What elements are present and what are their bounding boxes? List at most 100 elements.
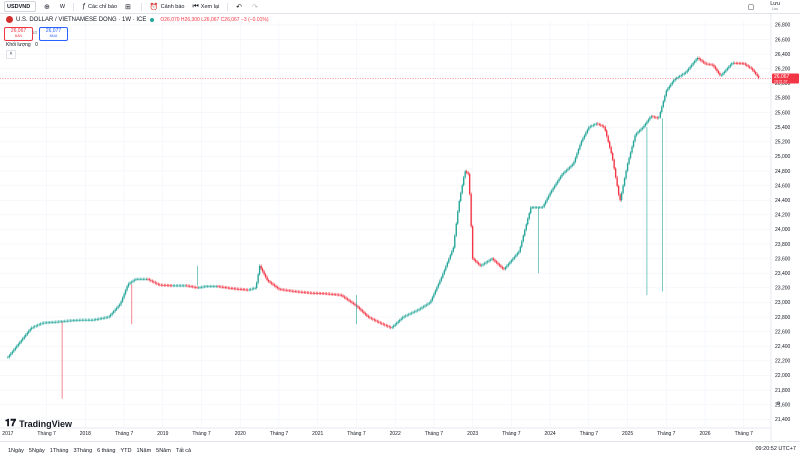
candle-body [360,308,362,311]
undo-button[interactable]: ↶ [236,3,244,11]
indicators-button[interactable]: ƒ Các chỉ báo [82,3,117,10]
candle-body [296,291,298,293]
candle-body [203,286,206,288]
candle-body [191,286,194,288]
replay-button[interactable]: ⏮ Xem lại [192,3,219,11]
candle-body [35,325,37,327]
candle-body [202,286,204,288]
price-tick-label: 25,200 [775,140,791,146]
candle-body [248,289,250,291]
candle-body [635,133,638,136]
candle-body [299,291,301,293]
candle-body [440,277,443,281]
candle-body [756,73,758,76]
candle-body [331,294,334,295]
candle-body [567,168,569,171]
add-symbol-button[interactable]: ⊕ [44,3,52,11]
candle-body [132,280,134,282]
symbol-search[interactable]: USDVND [4,1,36,12]
candle-body [118,304,121,307]
candle-body [175,285,177,287]
candle-body [69,320,72,322]
redo-button[interactable]: ↷ [252,3,260,11]
alerts-label: Cảnh báo [160,3,185,10]
candle-body [263,271,265,275]
candle-body [559,176,562,179]
alerts-button[interactable]: ⏰ Cảnh báo [150,3,185,11]
candle-body [606,130,608,137]
range-button[interactable]: Tất cả [175,448,192,454]
interval-button[interactable]: W [59,3,66,10]
candle-body [546,198,548,202]
candle-body [433,293,435,298]
candle-body [680,75,682,77]
candle-body [197,287,200,289]
candle-body [205,286,207,287]
candle-body [321,293,323,295]
range-button[interactable]: 1Ngày [8,448,24,454]
candle-body [619,194,621,201]
range-button[interactable]: 6 tháng [97,448,116,454]
last-price-box [772,73,799,84]
alarm-icon: ⏰ [149,3,159,11]
spread-value: 10 [32,30,38,35]
candle-body [20,340,22,343]
range-button[interactable]: 1Tháng [49,448,69,454]
candle-body [89,319,91,321]
range-button[interactable]: 5Ngày [28,448,45,454]
candle-body [273,284,276,286]
candle-body [652,116,654,117]
timezone-clock[interactable]: 09:20:52 UTC+7 [755,446,796,452]
candle-body [208,286,210,287]
templates-button[interactable]: ⊞ [125,3,133,11]
candle-body [653,116,656,118]
auto-scale-button[interactable]: ⚙ [776,401,781,407]
range-button[interactable]: YTD [120,448,132,454]
candle-body [477,262,480,265]
candle-body [641,127,644,130]
candle-body [665,90,667,96]
candle-body [634,135,636,142]
candle-body [562,172,565,175]
candle-body [725,69,727,72]
candle-body [33,326,36,328]
sell-button[interactable]: 26,067 BÁN [4,27,33,41]
candle-body [527,218,529,225]
candle-body [184,285,186,287]
candle-body [734,62,736,64]
range-button[interactable]: 5Năm [156,448,171,454]
time-tick-label: Tháng 7 [192,431,211,437]
candle-body [156,283,158,284]
candle-body [437,284,440,288]
candle-body [151,280,154,282]
candle-body [102,318,104,319]
layout-button[interactable]: ▢ [748,3,757,11]
price-tick-label: 24,000 [775,227,791,233]
candle-body [235,288,237,290]
candle-body [276,287,279,289]
candle-body [543,204,545,207]
candle-body [573,161,575,165]
candle-body [425,304,428,306]
candle-body [351,301,353,303]
candle-body [108,316,110,318]
candle-body [312,292,314,294]
collapse-legend-button[interactable]: ˄ [6,50,16,59]
candle-body [136,279,139,280]
chevron-up-icon: ˄ [9,51,13,57]
buy-button[interactable]: 26,077 MUA [39,27,68,41]
range-button[interactable]: 1Năm [136,448,152,454]
redo-icon: ↷ [252,3,258,11]
candle-body [686,70,688,73]
candle-body [369,317,371,318]
candle-body [498,264,501,266]
candle-body [574,157,577,162]
save-button[interactable]: Lưu Lưu [770,1,780,12]
candle-body [646,121,648,124]
range-button[interactable]: 3Tháng [73,448,93,454]
candle-body [491,258,493,260]
candle-body [661,106,663,112]
candle-body [303,292,306,293]
candle-body [188,286,191,287]
